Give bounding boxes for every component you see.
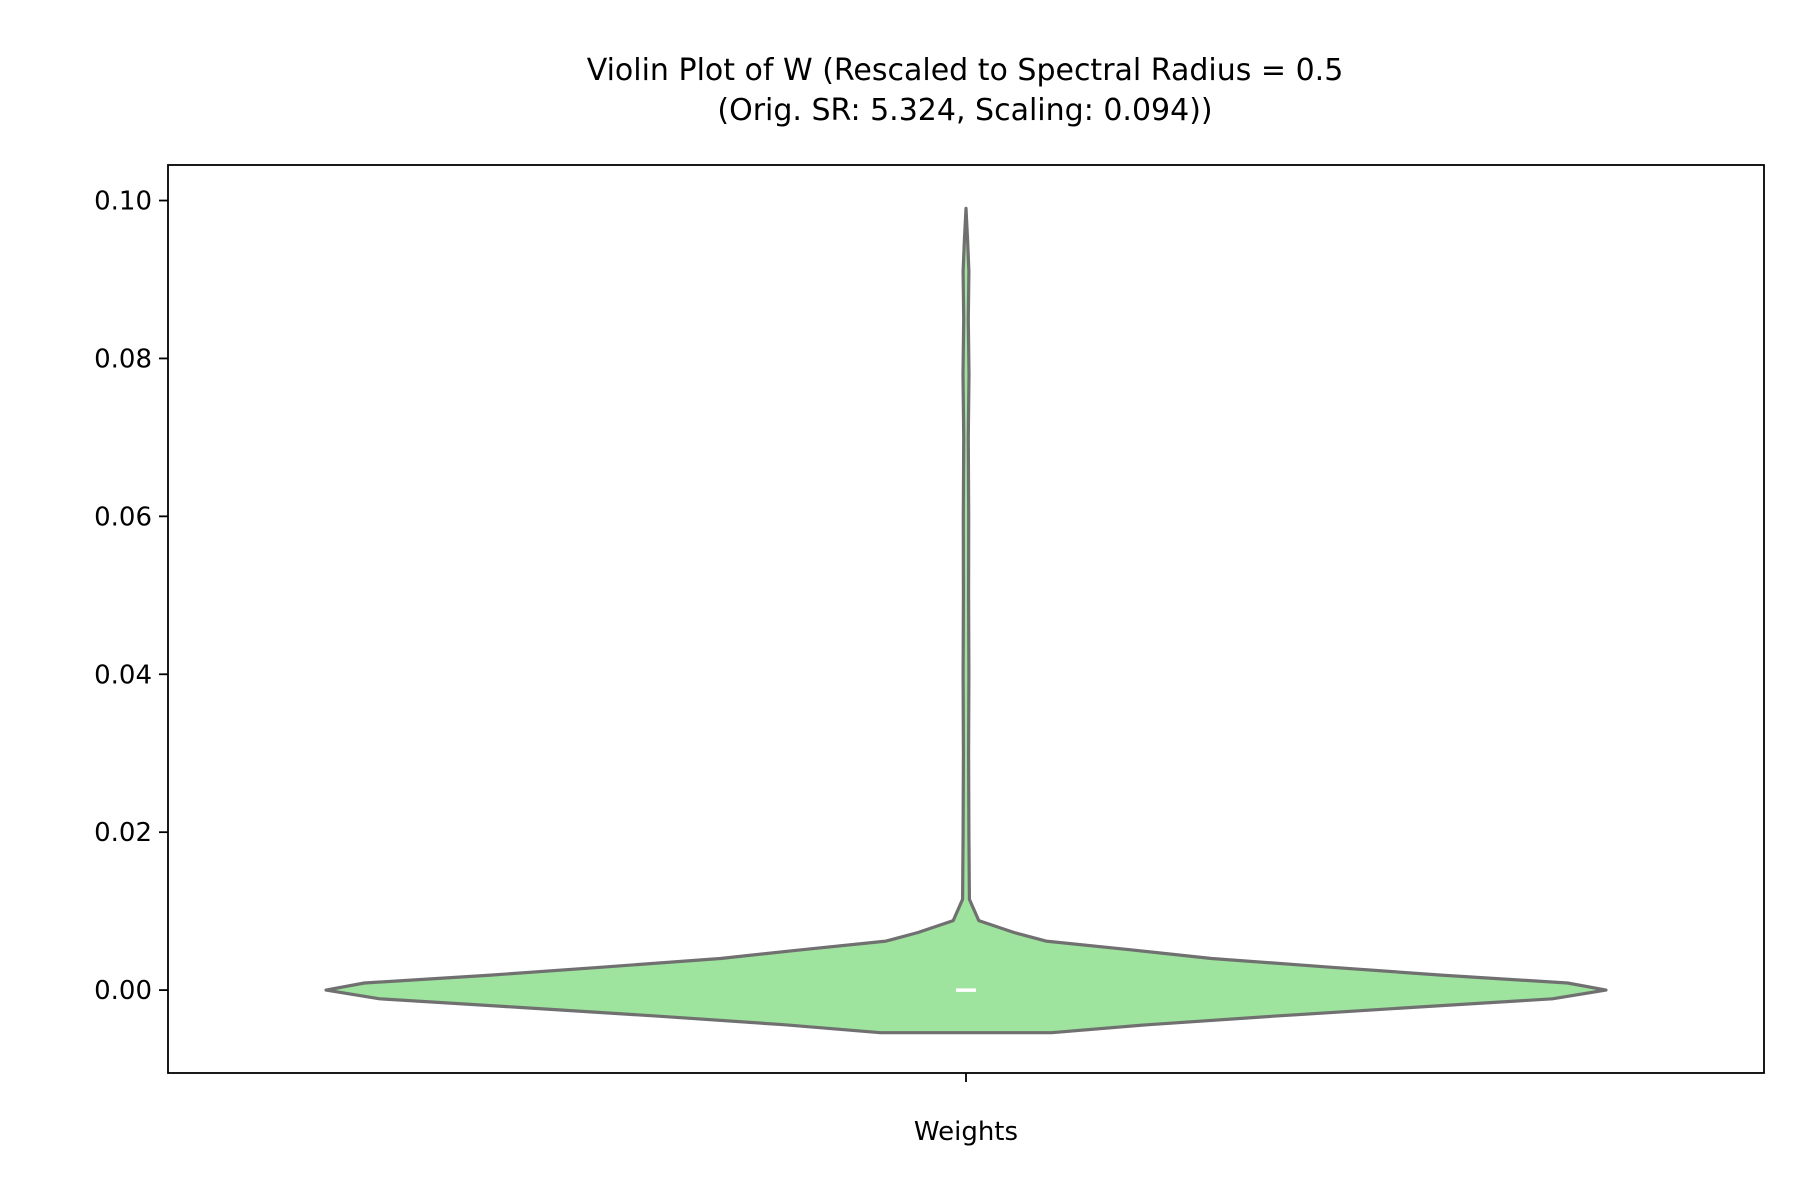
x-tick-label: Weights: [914, 1117, 1018, 1147]
y-tick-label: 0.02: [94, 818, 152, 848]
axes: 0.00 0.02 0.04 0.06 0.08 0.10 Weights: [94, 164, 1765, 1147]
plot-area: [324, 206, 1608, 1035]
violin-body-weights: [324, 206, 1608, 1035]
chart-title: Violin Plot of W (Rescaled to Spectral R…: [587, 53, 1344, 88]
y-tick-label: 0.06: [94, 502, 152, 532]
y-tick-label: 0.10: [94, 187, 152, 217]
y-tick-label: 0.04: [94, 660, 152, 690]
y-tick-label: 0.08: [94, 344, 152, 374]
chart-subtitle: (Orig. SR: 5.324, Scaling: 0.094)): [717, 93, 1212, 128]
y-tick-label: 0.00: [94, 976, 152, 1006]
